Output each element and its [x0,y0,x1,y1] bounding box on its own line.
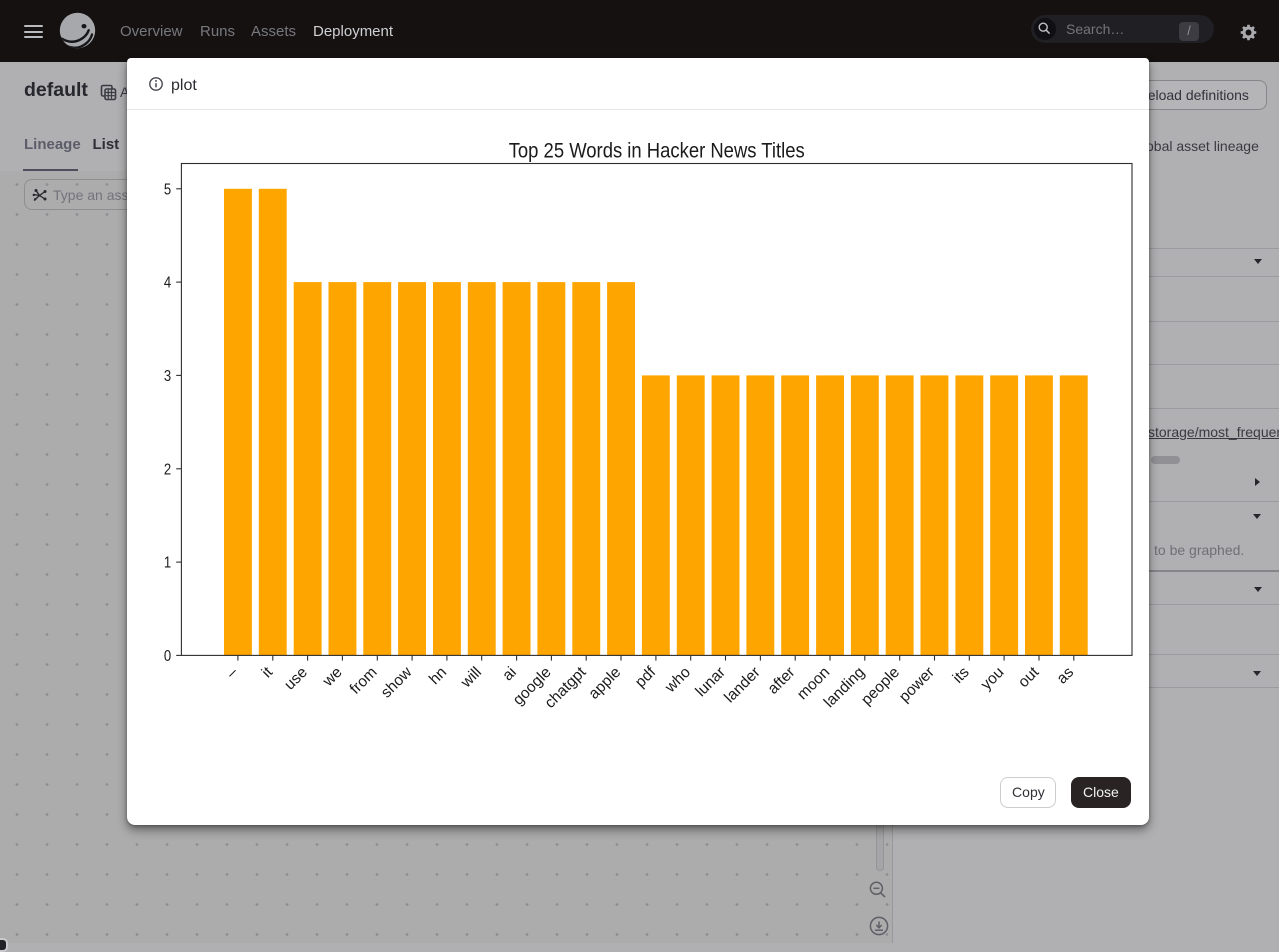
svg-text:power: power [896,664,938,706]
svg-text:pdf: pdf [632,663,660,691]
svg-text:3: 3 [164,368,171,385]
svg-text:out: out [1015,663,1043,691]
svg-text:hn: hn [426,664,450,688]
svg-text:–: – [223,664,241,682]
svg-text:1: 1 [164,555,171,572]
svg-text:after: after [765,664,799,698]
svg-text:as: as [1054,664,1078,688]
svg-text:show: show [378,663,416,701]
svg-text:from: from [347,664,381,698]
svg-text:we: we [319,664,346,691]
svg-text:lander: lander [721,664,763,706]
svg-text:you: you [978,664,1008,694]
svg-text:4: 4 [164,275,171,292]
svg-text:people: people [858,664,903,709]
svg-text:Top 25 Words in Hacker News Ti: Top 25 Words in Hacker News Titles [509,139,805,162]
svg-text:apple: apple [585,664,624,703]
svg-text:5: 5 [164,181,171,198]
svg-text:0: 0 [164,648,171,665]
svg-text:2: 2 [164,461,171,478]
svg-text:who: who [661,664,694,697]
svg-text:use: use [281,664,311,694]
svg-text:its: its [950,664,973,687]
svg-text:ai: ai [499,664,520,685]
svg-text:will: will [457,664,485,692]
svg-text:it: it [259,663,277,681]
